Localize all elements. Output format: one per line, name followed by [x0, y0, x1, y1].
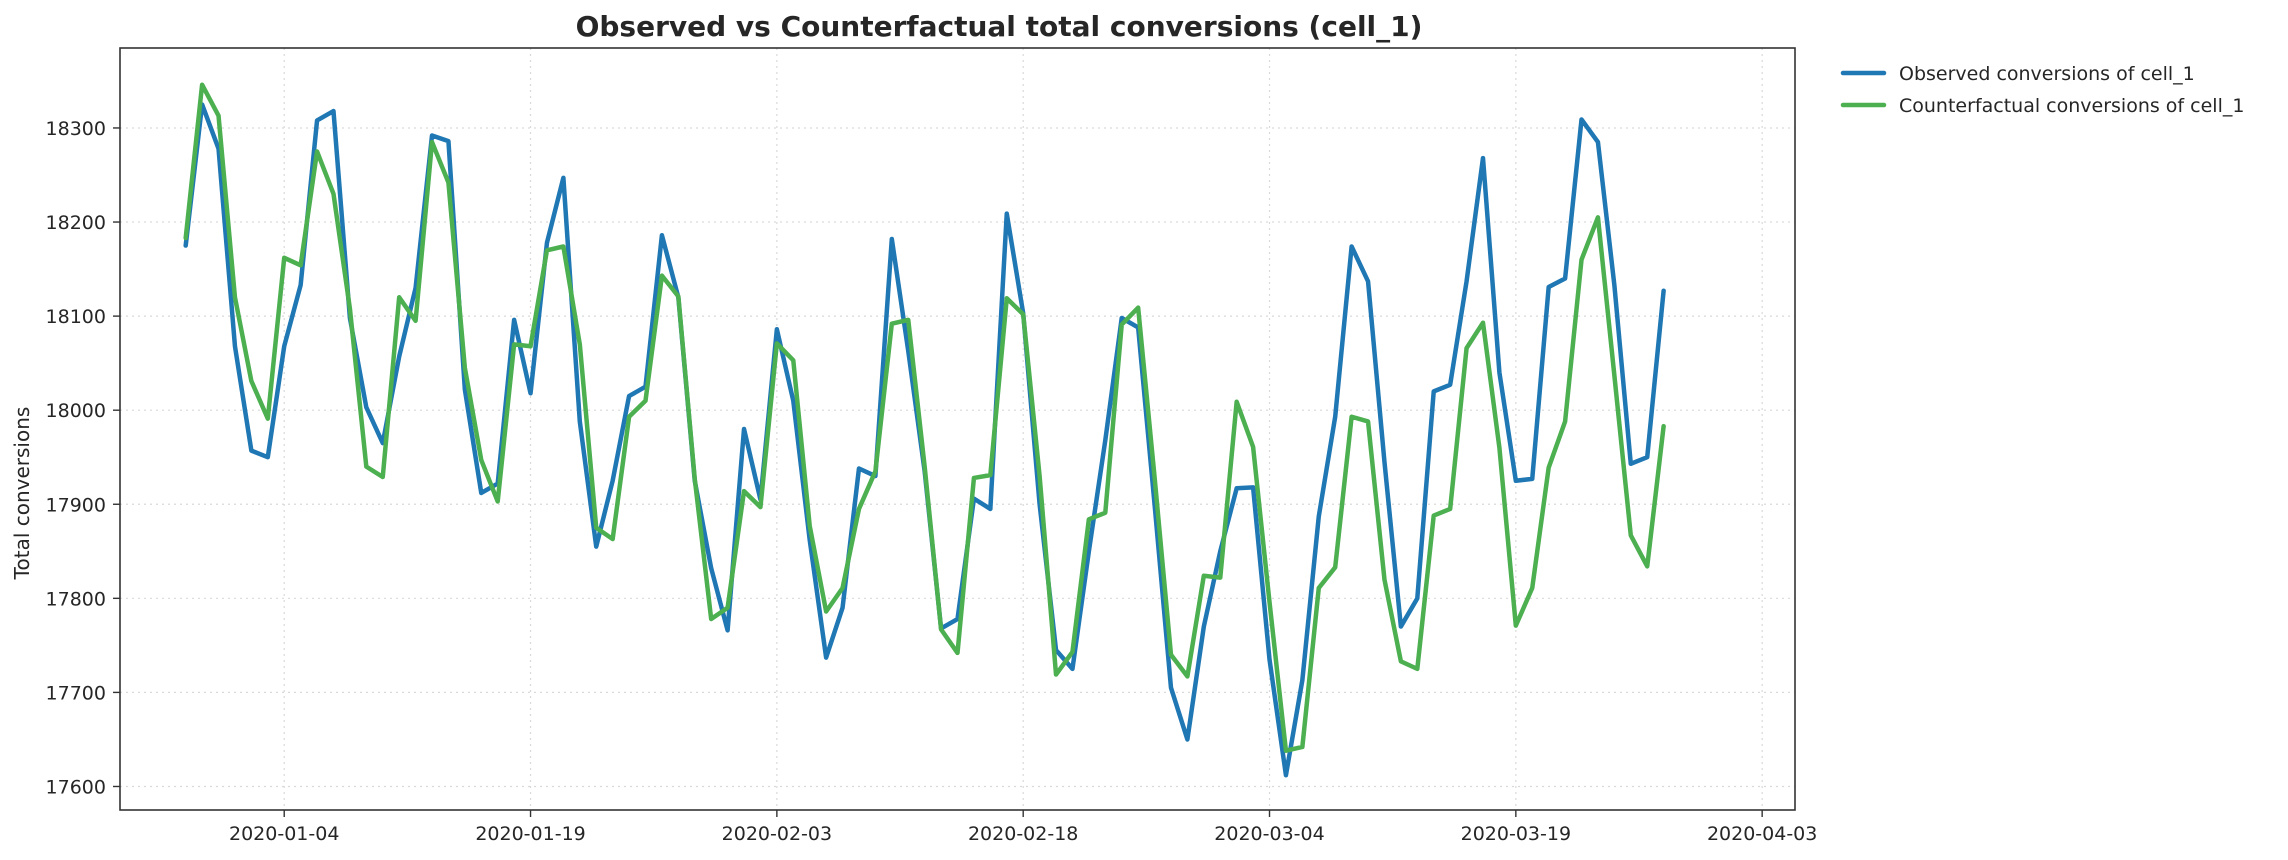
x-axis-ticks: 2020-01-04 2020-01-19 2020-02-03 2020-02-18…: [229, 810, 1817, 845]
y-tick-label: 17700: [46, 682, 106, 704]
y-tick-label: 18000: [46, 400, 106, 422]
x-tick-label: 2020-03-19: [1461, 823, 1571, 845]
series-lines: [183, 82, 1666, 778]
y-tick-label: 18300: [46, 118, 106, 140]
legend-label: Counterfactual conversions of cell_1: [1899, 95, 2244, 117]
x-tick-label: 2020-03-04: [1214, 823, 1324, 845]
chart-title: Observed vs Counterfactual total convers…: [576, 10, 1423, 43]
legend: Observed conversions of cell_1 Counterfac…: [1840, 63, 2244, 117]
y-tick-label: 17600: [46, 776, 106, 798]
x-tick-label: 2020-02-03: [722, 823, 832, 845]
x-tick-label: 2020-01-04: [229, 823, 339, 845]
plot-area-frame: [119, 47, 1796, 811]
x-tick-label: 2020-02-18: [968, 823, 1078, 845]
y-axis-label: Total conversions: [10, 407, 34, 581]
y-tick-label: 18100: [46, 306, 106, 328]
x-tick-label: 2020-04-03: [1707, 823, 1817, 845]
series-line-counterfactual: [183, 82, 1666, 753]
y-tick-label: 17800: [46, 588, 106, 610]
y-axis-ticks: 17600 17700 17800 17900 18000 18100 18200 18300: [46, 118, 120, 798]
y-tick-label: 18200: [46, 212, 106, 234]
grid-lines: [120, 48, 1795, 810]
legend-label: Observed conversions of cell_1: [1899, 63, 2195, 85]
y-tick-label: 17900: [46, 494, 106, 516]
series-line-observed: [183, 102, 1666, 778]
x-tick-label: 2020-01-19: [475, 823, 585, 845]
